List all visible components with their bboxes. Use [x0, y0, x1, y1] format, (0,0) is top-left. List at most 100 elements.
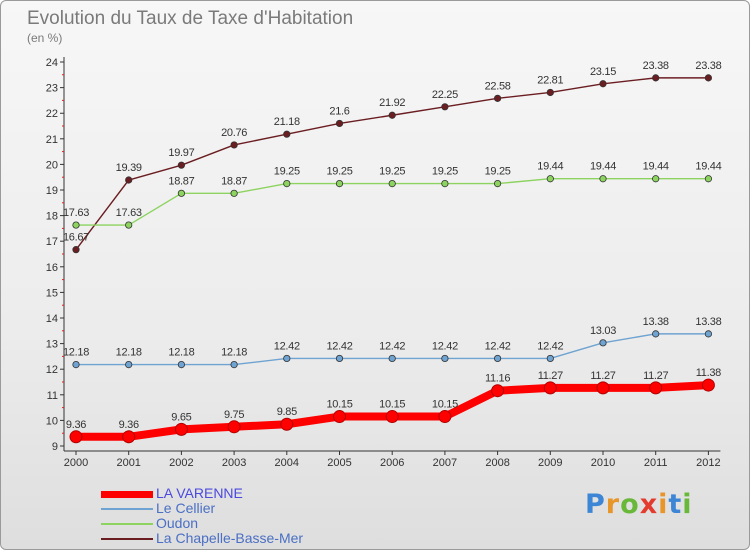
- data-label-la-varenne: 11.27: [590, 370, 615, 382]
- logo-letter: i: [682, 489, 693, 520]
- x-tick-label: 2006: [380, 457, 404, 469]
- data-label-la-varenne: 10.15: [326, 399, 352, 411]
- data-label-oudon: 19.44: [643, 161, 669, 173]
- y-tick-label: 20: [46, 159, 58, 171]
- x-tick-label: 2009: [538, 457, 562, 469]
- legend-label: La Chapelle-Basse-Mer: [156, 530, 304, 546]
- logo-letter: P: [585, 489, 606, 520]
- data-point-la-varenne: [174, 422, 188, 436]
- y-tick-label: 14: [46, 313, 58, 325]
- data-point-la-varenne: [701, 378, 715, 392]
- data-point-oudon: [125, 221, 133, 229]
- data-point-oudon: [283, 180, 291, 188]
- data-label-la-varenne: 9.65: [171, 411, 191, 423]
- logo-letter: x: [639, 489, 659, 520]
- x-tick-label: 2004: [275, 457, 299, 469]
- chart-subtitle: (en %): [27, 31, 63, 45]
- data-label-la-chapelle-basse-mer: 22.58: [485, 80, 511, 92]
- x-tick-label: 2003: [222, 457, 246, 469]
- x-tick-label: 2005: [327, 457, 351, 469]
- data-label-le-cellier: 12.18: [168, 347, 194, 359]
- data-label-la-varenne: 11.27: [643, 370, 668, 382]
- data-label-la-varenne: 11.27: [538, 370, 563, 382]
- data-label-oudon: 19.25: [485, 166, 511, 178]
- data-label-oudon: 18.87: [168, 175, 194, 187]
- data-label-le-cellier: 13.38: [695, 316, 721, 328]
- data-point-la-chapelle-basse-mer: [546, 88, 554, 97]
- data-label-la-chapelle-basse-mer: 23.38: [643, 60, 669, 72]
- data-point-la-varenne: [280, 417, 294, 431]
- data-point-le-cellier: [441, 354, 449, 363]
- data-point-la-chapelle-basse-mer: [388, 111, 396, 119]
- y-tick-label: 10: [46, 415, 58, 427]
- data-point-oudon: [599, 175, 607, 183]
- data-point-oudon: [493, 180, 502, 188]
- data-point-le-cellier: [599, 339, 607, 347]
- y-tick-label: 23: [46, 83, 58, 95]
- data-point-la-varenne: [385, 410, 399, 424]
- data-label-oudon: 19.25: [326, 166, 352, 178]
- data-label-la-varenne: 9.75: [224, 409, 244, 421]
- y-tick-label: 18: [46, 211, 58, 223]
- data-label-la-varenne: 9.36: [66, 419, 86, 431]
- legend-swatch: [101, 538, 153, 540]
- data-point-la-chapelle-basse-mer: [335, 119, 344, 128]
- data-point-la-chapelle-basse-mer: [704, 74, 713, 82]
- data-label-oudon: 17.63: [116, 207, 142, 219]
- data-point-la-varenne: [596, 381, 610, 395]
- x-tick-label: 2002: [169, 457, 193, 469]
- y-tick-label: 21: [46, 134, 58, 146]
- data-point-la-varenne: [438, 410, 452, 424]
- data-point-la-chapelle-basse-mer: [599, 80, 607, 88]
- data-label-oudon: 19.44: [695, 161, 721, 173]
- data-label-la-varenne: 10.15: [379, 399, 405, 411]
- x-tick-label: 2010: [591, 457, 615, 469]
- data-label-le-cellier: 12.42: [274, 340, 300, 352]
- data-point-le-cellier: [125, 360, 133, 369]
- data-label-la-chapelle-basse-mer: 23.15: [590, 66, 616, 78]
- data-label-la-chapelle-basse-mer: 21.92: [379, 97, 405, 109]
- legend-swatch: [101, 523, 153, 525]
- x-tick-label: 2008: [485, 457, 509, 469]
- y-tick-label: 12: [46, 364, 58, 376]
- data-point-la-chapelle-basse-mer: [441, 103, 449, 111]
- y-tick-label: 24: [46, 57, 58, 69]
- data-point-le-cellier: [177, 360, 185, 369]
- data-label-le-cellier: 12.42: [537, 340, 563, 352]
- data-label-le-cellier: 12.18: [63, 347, 89, 359]
- data-label-la-chapelle-basse-mer: 19.39: [116, 162, 142, 174]
- y-tick-label: 15: [46, 287, 58, 299]
- data-point-la-varenne: [69, 430, 83, 444]
- data-point-le-cellier: [230, 360, 238, 369]
- data-label-le-cellier: 13.38: [643, 316, 669, 328]
- x-tick-label: 2007: [433, 457, 457, 469]
- data-point-oudon: [388, 180, 396, 188]
- data-label-le-cellier: 13.03: [590, 325, 616, 337]
- y-tick-label: 19: [46, 185, 58, 197]
- logo-letter: o: [620, 489, 640, 520]
- data-label-la-varenne: 9.85: [277, 406, 297, 418]
- data-point-la-chapelle-basse-mer: [230, 141, 238, 149]
- data-label-la-chapelle-basse-mer: 22.81: [537, 74, 563, 86]
- legend-label: LA VARENNE: [156, 485, 243, 501]
- data-point-oudon: [441, 180, 449, 188]
- data-label-la-chapelle-basse-mer: 23.38: [695, 60, 721, 72]
- data-point-le-cellier: [704, 330, 713, 338]
- data-label-le-cellier: 12.18: [221, 347, 247, 359]
- data-label-la-varenne: 10.15: [432, 399, 458, 411]
- logo-letter: i: [658, 489, 669, 520]
- data-point-la-varenne: [122, 430, 136, 444]
- y-tick-label: 11: [47, 390, 58, 402]
- logo-letter: r: [605, 489, 621, 520]
- data-label-la-chapelle-basse-mer: 20.76: [221, 127, 247, 139]
- data-label-oudon: 19.25: [432, 166, 458, 178]
- legend-swatch: [101, 491, 153, 498]
- legend-label: Oudon: [156, 515, 199, 531]
- data-label-oudon: 18.87: [221, 175, 247, 187]
- data-point-la-varenne: [227, 420, 241, 434]
- data-label-oudon: 19.25: [274, 166, 300, 178]
- data-point-le-cellier: [283, 354, 291, 363]
- data-label-la-varenne: 11.16: [485, 373, 510, 385]
- data-point-oudon: [704, 175, 713, 183]
